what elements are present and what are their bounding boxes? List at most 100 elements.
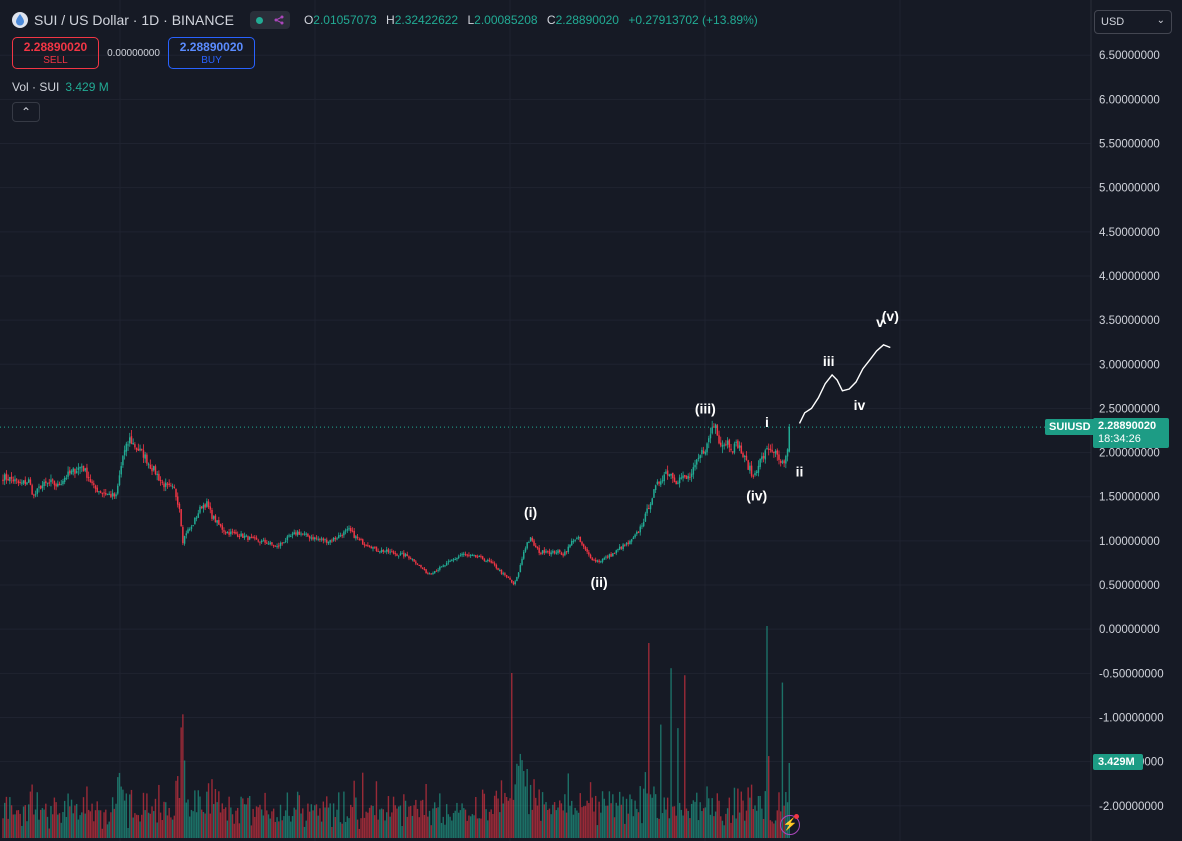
y-tick-label: -2.00000000 [1099, 801, 1164, 813]
y-tick-label: 3.50000000 [1099, 315, 1160, 327]
candle-body [303, 533, 306, 535]
candle-body [404, 554, 407, 557]
currency-select[interactable]: USD ⌄ [1094, 10, 1172, 34]
volume-bar [360, 818, 362, 838]
collapse-legend-button[interactable]: ⌃ [12, 102, 40, 122]
candle-body [658, 481, 660, 484]
candle-body [99, 491, 102, 493]
volume-bar [540, 820, 542, 838]
volume-bar [615, 802, 617, 838]
volume-bar [677, 728, 679, 838]
volume-bar [603, 798, 605, 838]
candle-body [483, 558, 486, 561]
candle-body [586, 549, 588, 552]
volume-bar [103, 812, 105, 838]
candle-body [144, 454, 146, 459]
volume-bar [151, 806, 153, 838]
volume-bar [98, 810, 100, 838]
volume-bar [86, 786, 88, 838]
buy-button[interactable]: 2.28890020 BUY [168, 37, 255, 69]
volume-bar [243, 804, 246, 838]
volume-bar [296, 791, 299, 838]
volume-bar [490, 809, 492, 838]
candle-body [22, 480, 25, 484]
volume-bar [331, 826, 333, 838]
volume-legend: Vol · SUI 3.429 M [12, 80, 109, 94]
candle-body [89, 479, 92, 482]
candle-body [682, 475, 684, 479]
candle-body [3, 474, 6, 481]
notification-dot [794, 814, 799, 819]
candle-body [168, 483, 170, 486]
volume-bar [420, 800, 422, 838]
symbol-title[interactable]: SUI / US Dollar · 1D · BINANCE [34, 12, 234, 28]
volume-bar [642, 788, 645, 838]
volume-bar [451, 820, 453, 838]
lightning-icon[interactable]: ⚡ [780, 815, 800, 835]
volume-bar [499, 812, 501, 838]
candle-body [785, 456, 787, 464]
volume-bar [761, 808, 763, 838]
candle-body [236, 534, 239, 537]
candle-body [480, 555, 482, 557]
candle-body [634, 534, 636, 538]
candle-body [457, 556, 460, 559]
candle-body [206, 501, 208, 507]
volume-bar [240, 796, 242, 838]
volume-bar [60, 822, 62, 838]
volume-bar [344, 821, 347, 838]
candle-body [53, 480, 56, 486]
candle-body [361, 539, 364, 545]
volume-bar [159, 812, 162, 838]
volume-bar [372, 805, 374, 838]
candle-body [86, 467, 88, 478]
volume-bar [326, 796, 328, 838]
candle-body [356, 536, 359, 539]
candle-body [445, 562, 448, 566]
candle-body [605, 556, 607, 558]
volume-bar [481, 789, 484, 838]
volume-bar [430, 825, 432, 838]
volume-bar [34, 809, 37, 838]
volume-bar [384, 820, 386, 838]
volume-bar [714, 811, 717, 838]
candle-body [759, 458, 761, 467]
candle-body [392, 551, 395, 554]
candle-body [156, 473, 158, 476]
candle-body [14, 479, 16, 482]
volume-bar [122, 789, 124, 838]
volume-bar [62, 812, 64, 838]
volume-bar [141, 814, 143, 838]
volume-bar [620, 804, 623, 838]
change-readout: +0.27913702 (+13.89%) [628, 13, 758, 27]
volume-bar [391, 812, 393, 838]
volume-bar [99, 810, 102, 838]
volume-bar [730, 822, 732, 838]
status-pill[interactable] [249, 11, 290, 29]
volume-bar [224, 807, 227, 838]
candle-body [481, 556, 484, 560]
volume-bar [757, 796, 760, 838]
candle-body [94, 485, 97, 489]
volume-bar [612, 794, 614, 838]
volume-bar [788, 763, 790, 838]
volume-bar [180, 727, 182, 838]
candle-body [260, 540, 263, 543]
volume-bar [135, 814, 138, 838]
candle-body [370, 546, 373, 549]
candle-body [286, 536, 289, 541]
candle-body [209, 506, 212, 510]
y-tick-label: 4.50000000 [1099, 227, 1160, 239]
candle-body [663, 474, 665, 482]
volume-bar [187, 799, 189, 838]
volume-bar [728, 797, 731, 838]
sell-button[interactable]: 2.28890020 SELL [12, 37, 99, 69]
candle-body [685, 475, 688, 479]
volume-bar [230, 807, 232, 838]
volume-bar [216, 802, 218, 838]
candle-body [680, 477, 683, 479]
volume-bar [274, 821, 277, 838]
volume-bar [166, 815, 169, 838]
volume-bar [236, 807, 239, 838]
